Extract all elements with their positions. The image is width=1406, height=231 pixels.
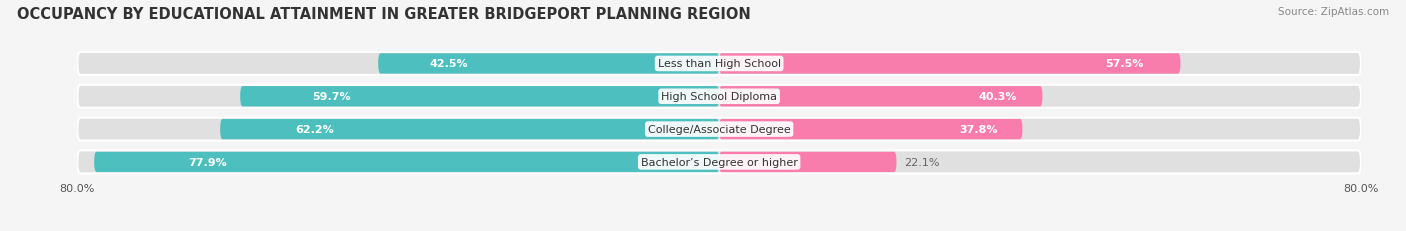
FancyBboxPatch shape — [240, 87, 720, 107]
FancyBboxPatch shape — [720, 87, 1042, 107]
Text: High School Diploma: High School Diploma — [661, 92, 778, 102]
Text: 37.8%: 37.8% — [960, 125, 998, 134]
Text: 57.5%: 57.5% — [1105, 59, 1143, 69]
FancyBboxPatch shape — [378, 54, 720, 74]
FancyBboxPatch shape — [720, 54, 1181, 74]
FancyBboxPatch shape — [720, 152, 897, 172]
FancyBboxPatch shape — [77, 118, 1361, 141]
Text: OCCUPANCY BY EDUCATIONAL ATTAINMENT IN GREATER BRIDGEPORT PLANNING REGION: OCCUPANCY BY EDUCATIONAL ATTAINMENT IN G… — [17, 7, 751, 22]
Text: 42.5%: 42.5% — [429, 59, 468, 69]
Text: Less than High School: Less than High School — [658, 59, 780, 69]
Text: 59.7%: 59.7% — [312, 92, 350, 102]
Text: 77.9%: 77.9% — [188, 157, 226, 167]
FancyBboxPatch shape — [720, 119, 1022, 140]
Text: 40.3%: 40.3% — [979, 92, 1017, 102]
FancyBboxPatch shape — [221, 119, 720, 140]
FancyBboxPatch shape — [77, 85, 1361, 108]
Text: College/Associate Degree: College/Associate Degree — [648, 125, 790, 134]
Text: 22.1%: 22.1% — [904, 157, 941, 167]
Text: 62.2%: 62.2% — [295, 125, 333, 134]
FancyBboxPatch shape — [77, 53, 1361, 76]
Text: Bachelor’s Degree or higher: Bachelor’s Degree or higher — [641, 157, 797, 167]
Text: Source: ZipAtlas.com: Source: ZipAtlas.com — [1278, 7, 1389, 17]
FancyBboxPatch shape — [77, 151, 1361, 174]
FancyBboxPatch shape — [94, 152, 720, 172]
